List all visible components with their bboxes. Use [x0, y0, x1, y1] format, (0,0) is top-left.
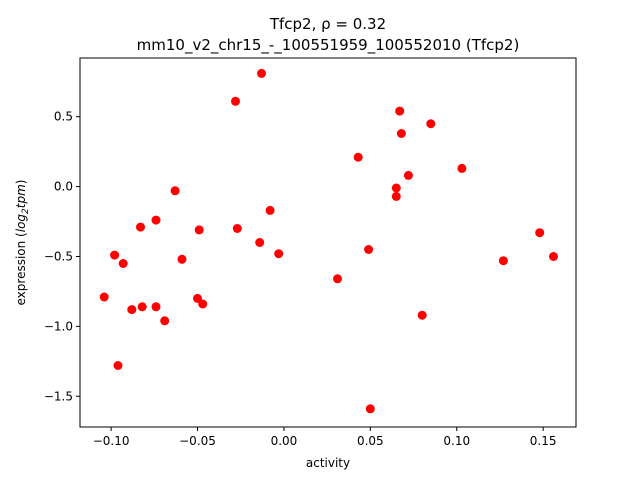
y-axis-label-math: log — [14, 214, 28, 233]
data-point-22 — [353, 152, 363, 162]
data-point-16 — [232, 224, 242, 233]
data-point-24 — [365, 404, 375, 414]
data-point-25 — [391, 183, 401, 193]
x-tick-label-0: −0.10 — [93, 434, 130, 448]
data-point-17 — [255, 238, 265, 247]
data-point-18 — [257, 68, 266, 78]
data-point-31 — [426, 119, 436, 129]
data-point-34 — [535, 228, 545, 238]
data-point-7 — [151, 215, 161, 225]
data-point-29 — [403, 170, 413, 180]
data-point-1 — [110, 250, 120, 260]
x-tick-label-4: 0.10 — [443, 434, 470, 448]
chart-title-line2: mm10_v2_chr15_-_100551959_100552010 (Tfc… — [137, 36, 520, 55]
data-point-32 — [457, 163, 467, 173]
y-axis-label-sub: 2 — [21, 208, 31, 214]
data-point-3 — [118, 259, 128, 268]
data-point-5 — [136, 222, 145, 232]
x-tick-label-5: 0.15 — [530, 434, 557, 448]
data-point-10 — [170, 186, 180, 196]
data-point-8 — [151, 302, 161, 312]
data-point-2 — [113, 361, 123, 370]
y-axis-label-suffix: ) — [14, 180, 28, 185]
y-tick-label-2: −0.5 — [44, 249, 73, 263]
data-point-4 — [127, 305, 137, 315]
x-tick-label-2: 0.00 — [271, 434, 298, 448]
data-point-30 — [417, 310, 427, 320]
data-point-23 — [364, 245, 374, 254]
data-point-27 — [395, 106, 405, 116]
data-point-6 — [137, 302, 147, 312]
data-point-15 — [231, 96, 240, 106]
data-point-20 — [274, 249, 284, 259]
data-point-28 — [396, 129, 406, 138]
x-axis-label: activity — [306, 456, 350, 470]
data-point-0 — [99, 292, 109, 302]
x-tick-label-1: −0.05 — [179, 434, 216, 448]
x-tick-label-3: 0.05 — [357, 434, 384, 448]
plot-frame — [79, 57, 577, 428]
y-axis-label-math2: tpm — [14, 184, 28, 208]
y-tick-label-4: −1.5 — [44, 389, 73, 403]
data-point-13 — [194, 225, 204, 235]
y-tick-label-0: 0.5 — [54, 110, 73, 124]
y-tick-label-3: −1.0 — [44, 319, 73, 333]
data-point-19 — [265, 205, 275, 215]
data-point-9 — [160, 316, 170, 326]
data-point-33 — [498, 256, 508, 266]
y-axis-ticks: 0.5 0.0 −0.5 −1.0 −1.5 — [44, 110, 80, 403]
data-point-14 — [198, 299, 208, 309]
y-axis-label: expression (log2tpm) — [14, 180, 31, 306]
data-points — [99, 68, 558, 414]
y-tick-label-1: 0.0 — [54, 180, 73, 194]
data-point-11 — [177, 254, 187, 264]
data-point-35 — [549, 252, 558, 261]
data-point-26 — [391, 191, 401, 201]
x-axis-ticks: −0.10 −0.05 0.00 0.05 0.10 0.15 — [93, 427, 557, 448]
chart-title-line1: Tfcp2, ρ = 0.32 — [269, 15, 386, 33]
y-axis-label-prefix: expression ( — [14, 232, 28, 305]
data-point-21 — [333, 274, 342, 284]
